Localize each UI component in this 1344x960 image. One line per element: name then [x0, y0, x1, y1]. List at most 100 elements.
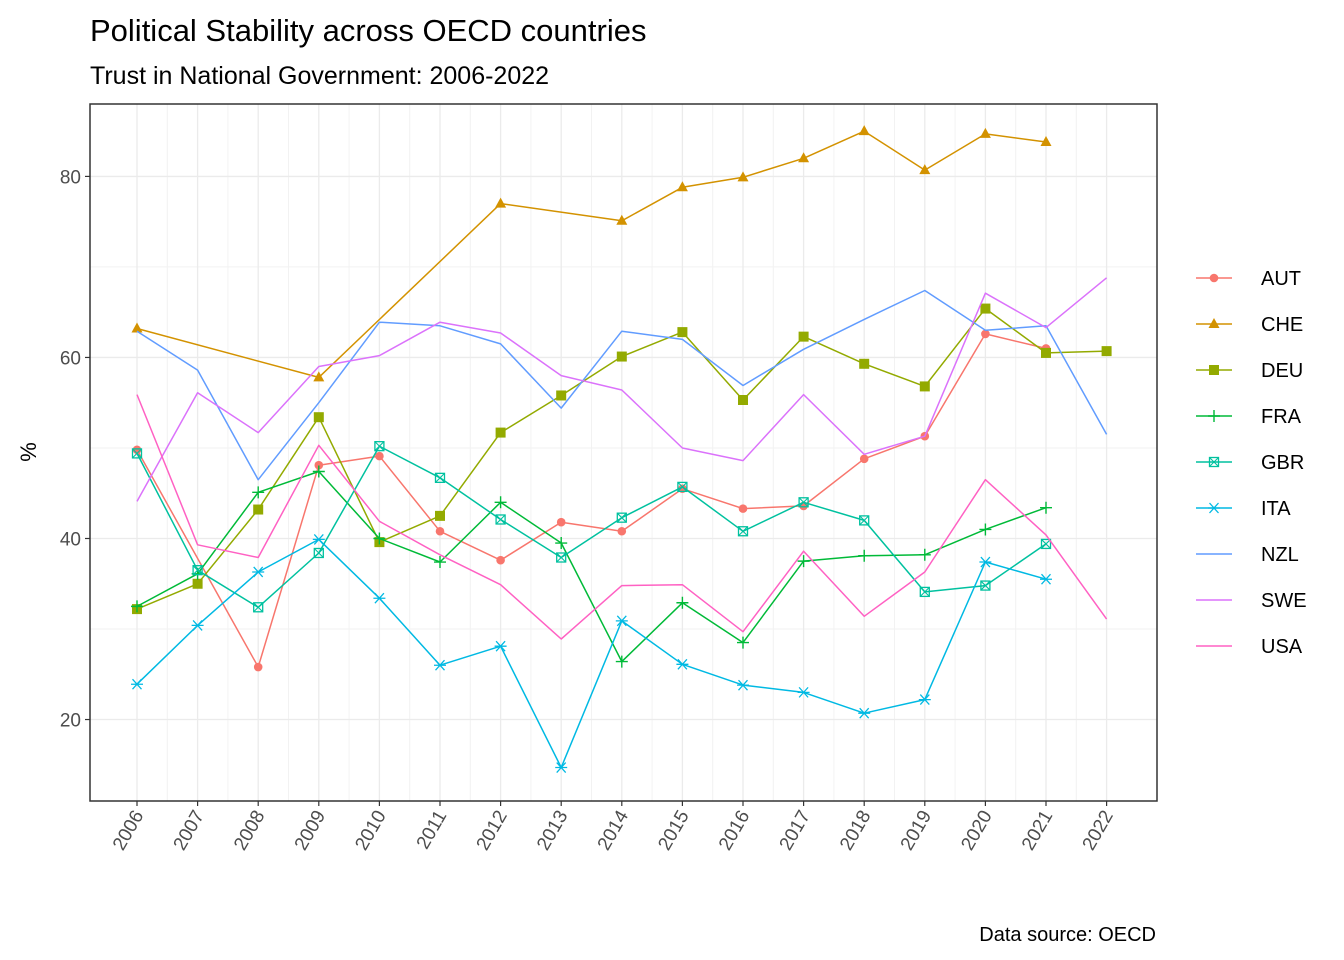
square-cross-marker	[616, 512, 627, 523]
asterisk-marker	[737, 679, 749, 691]
y-tick-label: 20	[60, 711, 81, 732]
y-tick-label: 60	[60, 348, 81, 369]
legend-label: USA	[1261, 636, 1303, 658]
square-cross-diagonals	[374, 441, 385, 452]
legend-label: NZL	[1261, 544, 1299, 566]
data-point	[192, 578, 203, 589]
chart-subtitle: Trust in National Government: 2006-2022	[90, 62, 549, 90]
data-point	[980, 303, 991, 314]
data-point	[737, 526, 749, 537]
data-point	[737, 679, 749, 691]
square-cross-diagonals	[980, 580, 991, 591]
square-cross-diagonals	[738, 526, 748, 537]
asterisk-marker	[615, 615, 628, 627]
caption: Data source: OECD	[979, 924, 1156, 946]
data-point	[373, 592, 386, 604]
series-line-swe	[136, 277, 1108, 502]
data-point	[919, 381, 930, 392]
triangle-marker	[616, 214, 628, 225]
legend-item-aut: AUT	[1196, 268, 1301, 290]
asterisk-marker	[555, 762, 568, 773]
legend-key-marker	[1209, 273, 1219, 283]
data-point	[1041, 347, 1051, 358]
square-cross-diagonals	[616, 512, 627, 523]
x-tick-label: 2013	[533, 807, 572, 854]
asterisk-marker	[434, 659, 446, 671]
data-point	[859, 358, 870, 369]
x-tick-label: 2009	[291, 807, 330, 854]
data-point	[556, 390, 567, 401]
data-point	[798, 152, 810, 163]
data-point	[192, 565, 203, 576]
square-cross-marker	[919, 586, 930, 598]
data-point	[495, 427, 506, 438]
x-tick-label: 2016	[715, 807, 754, 854]
data-point	[494, 496, 507, 509]
grid-layer	[90, 104, 1157, 801]
square-cross-diagonals	[313, 548, 324, 558]
data-point	[676, 596, 689, 609]
data-point	[131, 678, 143, 690]
legend-key-marker	[1208, 456, 1220, 468]
data-point	[191, 619, 204, 631]
circle-marker	[496, 555, 505, 565]
x-tick-label: 2011	[413, 807, 452, 853]
legend-item-deu: DEU	[1196, 360, 1303, 382]
x-tick-label: 2019	[897, 807, 936, 854]
square-cross-diagonals	[192, 565, 203, 576]
asterisk-marker	[918, 694, 931, 706]
square-cross-diagonals	[798, 497, 809, 508]
data-point	[737, 171, 749, 182]
data-point	[555, 537, 568, 550]
data-point	[616, 512, 627, 523]
square-marker	[253, 504, 264, 515]
plus-marker	[858, 549, 871, 562]
legend-key-marker	[1208, 410, 1220, 422]
square-cross-marker	[556, 552, 567, 563]
panel-border	[89, 103, 1158, 802]
data-point	[859, 515, 870, 526]
square-marker	[919, 381, 930, 392]
circle-marker	[375, 451, 384, 461]
square-cross-diagonals	[253, 602, 264, 613]
x-tick-label: 2015	[654, 807, 693, 854]
square-marker	[556, 390, 567, 401]
series-line-usa	[136, 394, 1108, 640]
circle-marker	[617, 526, 627, 536]
series-line-nzl	[136, 289, 1108, 481]
data-point	[313, 371, 325, 382]
data-point	[1040, 501, 1052, 514]
square-cross-diagonals	[1209, 457, 1219, 467]
triangle-marker	[737, 171, 749, 182]
triangle-marker	[495, 197, 507, 208]
square-marker	[1209, 365, 1219, 375]
series-ita	[131, 533, 1052, 773]
data-point	[434, 556, 446, 569]
asterisk-marker	[797, 686, 810, 698]
circle-marker	[556, 517, 566, 527]
square-cross-marker	[798, 497, 809, 508]
data-point	[313, 412, 324, 423]
x-tick-label: 2012	[473, 807, 512, 854]
legend-key-marker	[1209, 365, 1219, 375]
asterisk-marker	[979, 556, 992, 568]
asterisk-marker	[312, 533, 325, 545]
data-point	[617, 526, 627, 536]
legend-key-marker	[1208, 318, 1220, 328]
square-cross-marker	[737, 526, 749, 537]
data-point	[858, 125, 870, 136]
triangle-marker	[1040, 136, 1052, 147]
data-point	[858, 549, 871, 562]
data-point	[252, 566, 265, 578]
data-point	[131, 322, 143, 333]
data-point	[373, 532, 386, 545]
circle-marker	[253, 662, 263, 672]
data-point	[919, 586, 930, 598]
legend-item-ita: ITA	[1196, 498, 1291, 520]
square-cross-marker	[1040, 538, 1052, 550]
data-point	[738, 504, 748, 513]
data-point	[677, 327, 688, 338]
plus-marker	[1208, 410, 1220, 422]
square-cross-diagonals	[859, 515, 870, 526]
plus-marker	[1040, 501, 1052, 514]
